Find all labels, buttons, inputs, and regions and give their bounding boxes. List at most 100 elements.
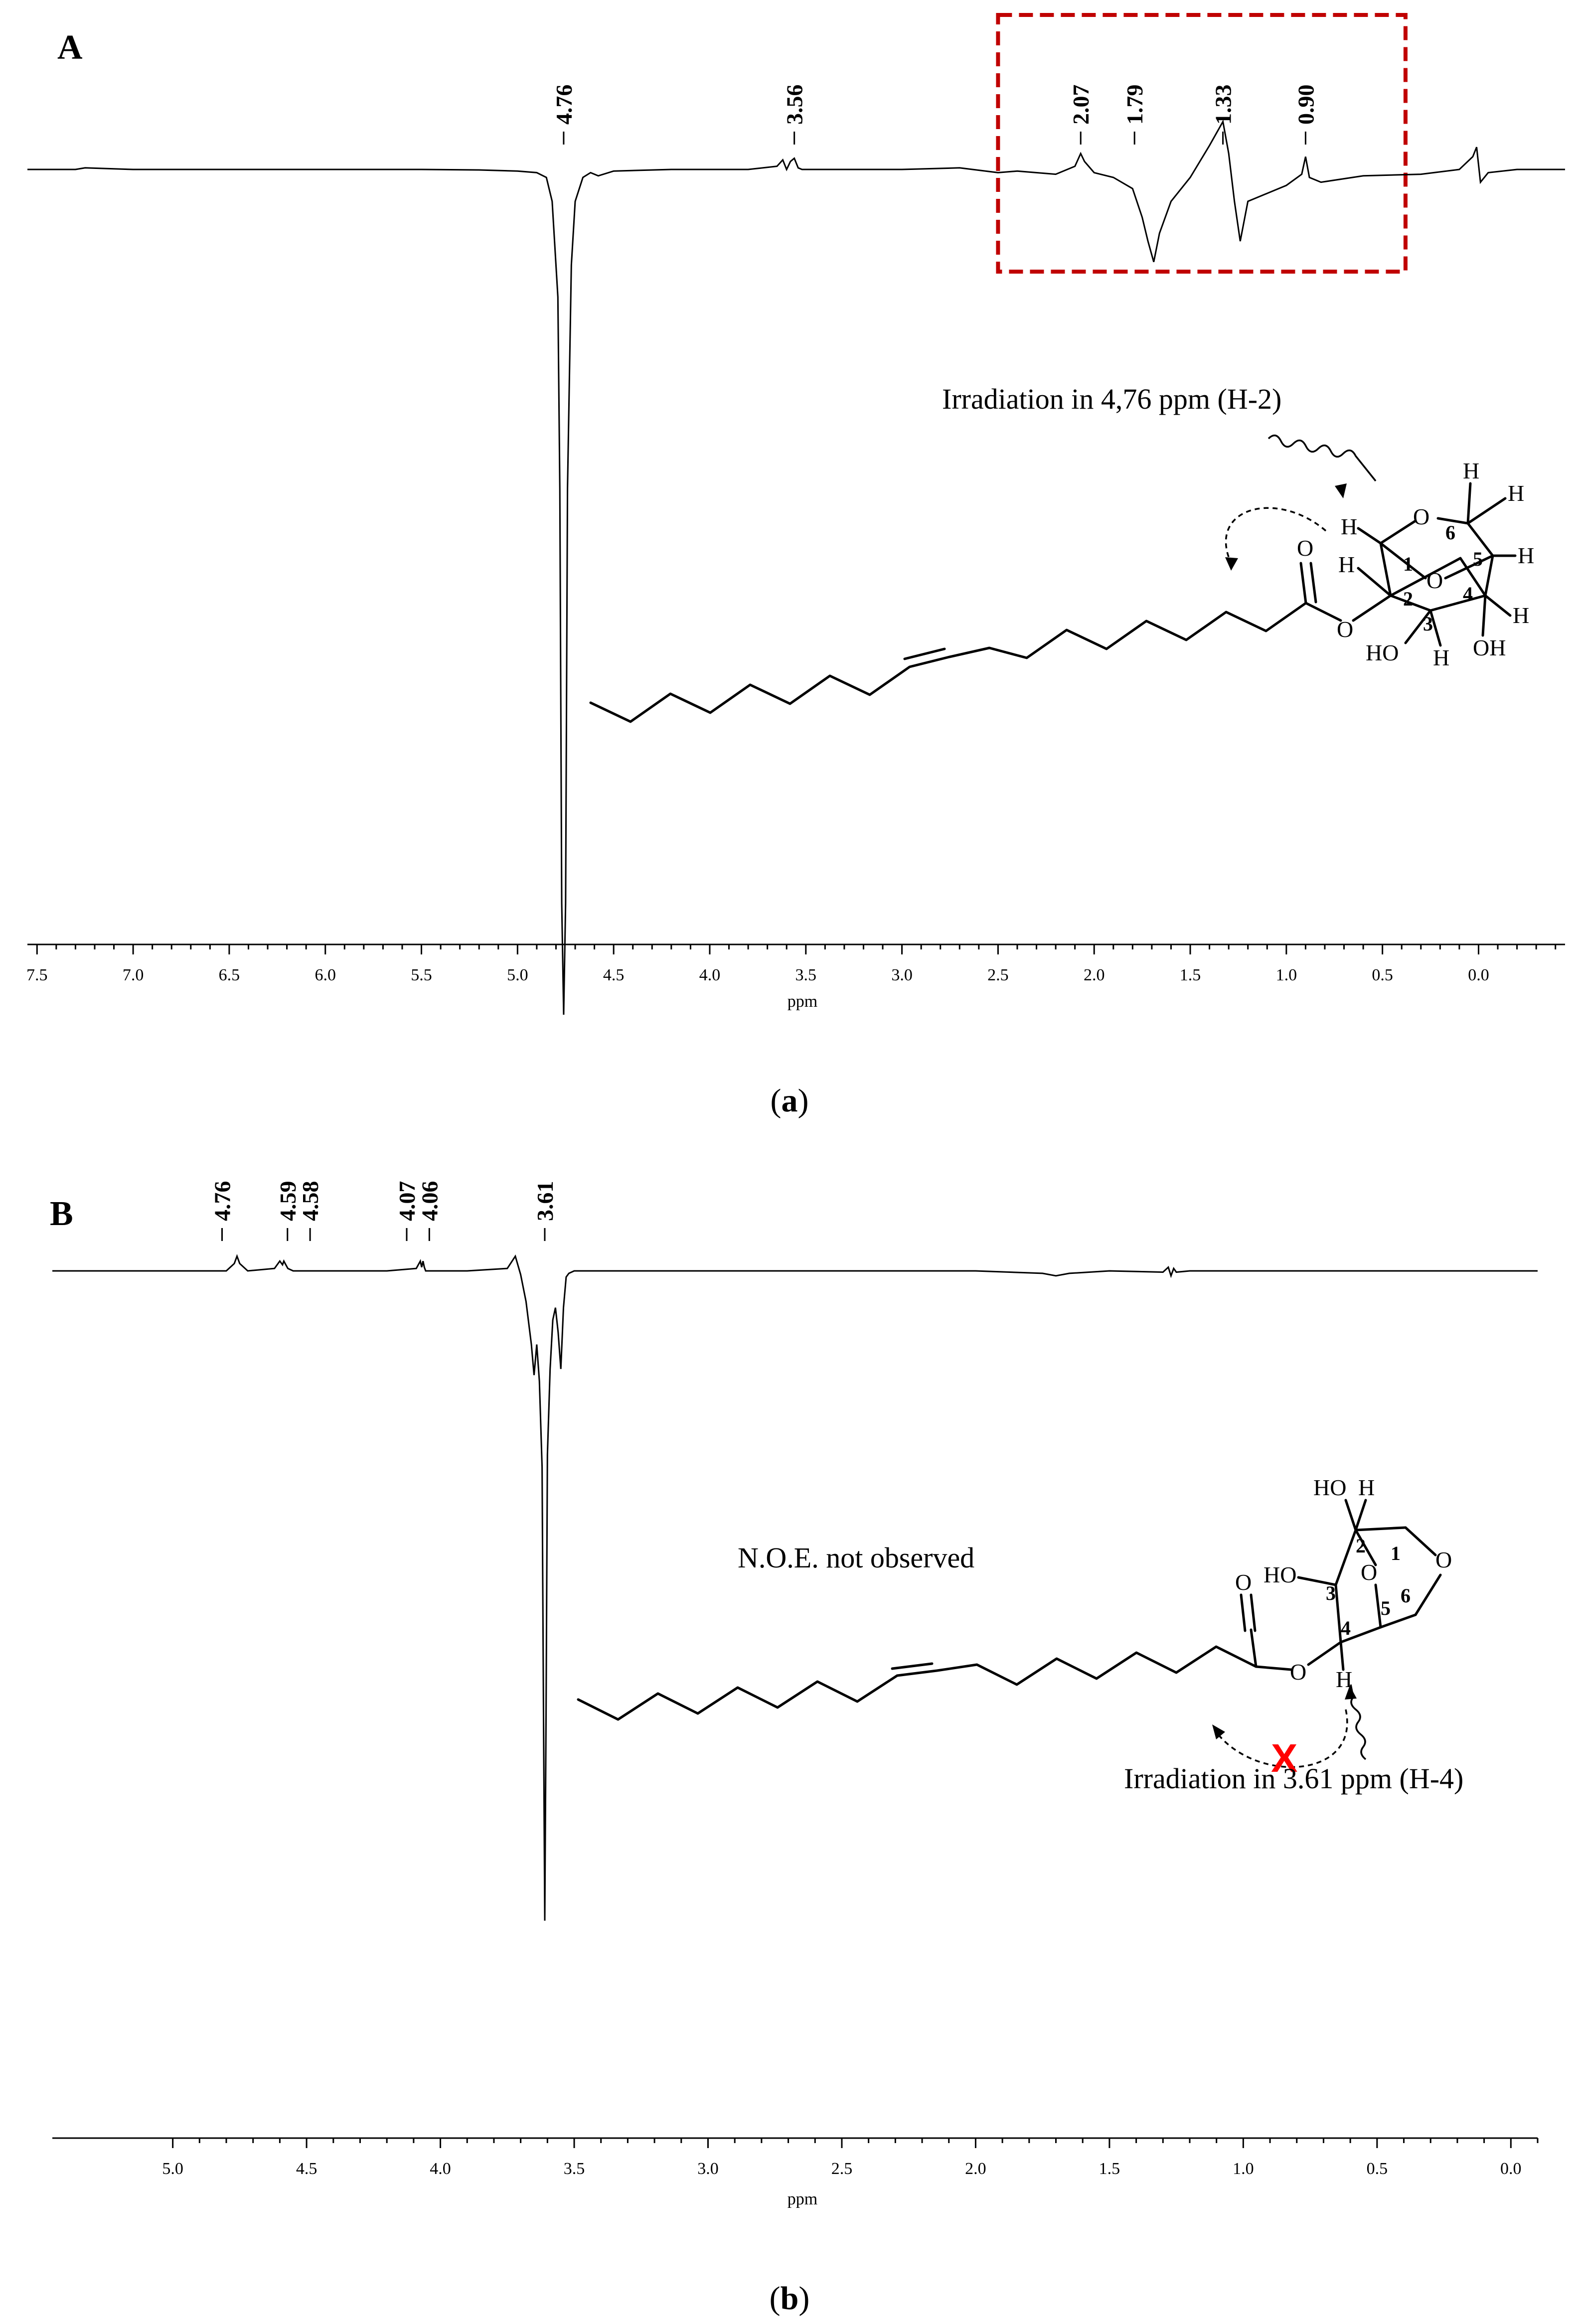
panel-a: A 4.76 3.56 2.07 1.79 1.33 0.90 7.5 7.0 6.5 6.0 5… [0,0,1579,1141]
svg-text:H: H [1508,480,1524,506]
svg-text:OH: OH [1473,635,1506,660]
x-ticks-b: 5.0 4.5 4.0 3.5 3.0 2.5 2.0 1.5 1.0 0.5 0.0 [162,2138,1539,2178]
irradiation-wavy-arrow-b [1350,1684,1367,1760]
panel-a-chart: A 4.76 3.56 2.07 1.79 1.33 0.90 7.5 7.0 6.5 6.0 5… [26,13,1565,1119]
molecule-b: O O O O HO H HO H 2 [577,1475,1452,1780]
svg-text:6: 6 [1401,1584,1411,1607]
cis-double-bond [903,647,946,660]
bridge-oxygen-b: O [1361,1559,1377,1585]
x-tick-label: 6.0 [315,966,336,984]
svg-text:5: 5 [1381,1597,1391,1619]
svg-text:H: H [1513,603,1529,628]
x-axis-label-b: ppm [788,2190,817,2208]
svg-text:H: H [1338,552,1355,577]
x-tick-label: 2.5 [831,2160,853,2178]
annotation-noe: N.O.E. not observed [738,1542,974,1574]
x-tick-label: 2.5 [987,966,1009,984]
x-tick-label: 0.0 [1500,2160,1522,2178]
fatty-acid-chain [589,602,1307,723]
svg-text:3: 3 [1423,613,1433,635]
x-tick-label: 0.5 [1372,966,1393,984]
svg-text:H: H [1358,1475,1375,1500]
x-tick-label: 3.5 [795,966,817,984]
panel-letter-b: B [50,1195,73,1233]
svg-text:3: 3 [1326,1582,1336,1604]
peak-label: 2.07 [1068,85,1094,125]
x-tick-label: 5.0 [507,966,528,984]
x-tick-label: 3.0 [891,966,913,984]
x-tick-label: 7.0 [123,966,144,984]
svg-text:2: 2 [1403,588,1413,610]
peak-label: 4.06 [417,1181,442,1222]
irradiation-wavy-arrow [1267,434,1377,482]
peak-label: 4.76 [209,1181,235,1222]
svg-text:HO: HO [1313,1475,1346,1500]
panel-letter-a: A [57,28,83,67]
noe-absent-x-mark: X [1271,1736,1297,1780]
peak-label: 4.58 [298,1181,323,1222]
panel-b: B 4.76 4.59 4.58 4.07 4.06 3.61 5.0 4.5 4.0 3.5 3… [0,1156,1579,2324]
x-tick-label: 3.0 [697,2160,719,2178]
spectrum-trace-a [27,119,1565,1015]
peak-label: 1.79 [1122,85,1147,125]
x-tick-label: 6.5 [219,966,240,984]
caption-a: (a) [771,1083,809,1119]
svg-text:4: 4 [1341,1617,1351,1639]
x-tick-label: 1.0 [1233,2160,1254,2178]
x-tick-label: 5.0 [162,2160,183,2178]
spectrum-trace-b [52,1254,1538,1921]
x-tick-label: 7.5 [26,966,48,984]
svg-text:H: H [1433,645,1449,670]
svg-text:6: 6 [1445,521,1455,544]
x-tick-label: 1.5 [1180,966,1201,984]
svg-text:5: 5 [1473,548,1483,570]
svg-text:HO: HO [1366,640,1399,665]
peak-labels-b: 4.76 4.594.58 4.074.06 3.61 [209,1181,558,1241]
x-tick-label: 0.0 [1468,966,1489,984]
peak-label: 1.33 [1211,85,1236,125]
peak-labels-a: 4.76 3.56 2.07 1.79 1.33 0.90 [551,85,1318,145]
x-tick-label: 1.5 [1099,2160,1120,2178]
ester-oxygen-b: O [1290,1659,1306,1685]
x-tick-label: 4.5 [296,2160,317,2178]
svg-text:4: 4 [1463,583,1473,605]
carbonyl-bond [1299,562,1307,605]
x-axis-label-a: ppm [788,992,817,1011]
caption-b: (b) [770,2280,810,2317]
peak-label: 4.07 [394,1181,420,1222]
bridge-oxygen-a: O [1426,568,1443,593]
x-tick-label: 4.5 [603,966,625,984]
svg-text:HO: HO [1263,1562,1296,1587]
cis-double-bond-b [891,1662,934,1670]
x-tick-label: 1.0 [1276,966,1297,984]
panel-b-chart: B 4.76 4.594.58 4.074.06 3.61 5.0 4.5 4.0 3.5 3… [50,1181,1539,2317]
annotation-irradiation-b: Irradiation in 3.61 ppm (H-4) [1124,1762,1463,1795]
highlight-box [996,13,1408,274]
annotation-irradiation-a: Irradiation in 4,76 ppm (H-2) [942,383,1281,415]
svg-text:H: H [1463,458,1479,483]
noe-dashed-arrow-b [1215,1709,1348,1768]
svg-text:2: 2 [1356,1535,1366,1557]
peak-label: 4.59 [275,1181,301,1222]
peak-label: 4.76 [551,85,577,125]
peak-label: 0.90 [1293,85,1318,125]
x-tick-label: 2.0 [965,2160,986,2178]
svg-text:1: 1 [1391,1542,1401,1564]
peak-label: 3.61 [532,1181,558,1222]
peak-label: 3.56 [782,85,807,125]
x-tick-label: 2.0 [1084,966,1105,984]
ester-oxygen: O [1337,617,1353,642]
carbonyl-oxygen-b: O [1235,1569,1252,1595]
molecule-a: O O O O H H H H H H [589,434,1534,723]
carbonyl-oxygen: O [1297,535,1313,561]
x-tick-label: 4.0 [430,2160,451,2178]
x-ticks-a: 7.5 7.0 6.5 6.0 5.5 5.0 4.5 4.0 3.5 3.0 2.5 2.0 1.5 1… [26,944,1557,984]
svg-text:H: H [1518,543,1534,568]
x-tick-label: 4.0 [699,966,721,984]
ring-oxygen-a: O [1413,504,1429,529]
svg-text:H: H [1341,514,1357,539]
x-tick-label: 3.5 [564,2160,585,2178]
noe-dashed-arrow [1225,507,1327,564]
fatty-acid-chain-b [577,1628,1258,1721]
ring-oxygen-b: O [1435,1547,1452,1572]
